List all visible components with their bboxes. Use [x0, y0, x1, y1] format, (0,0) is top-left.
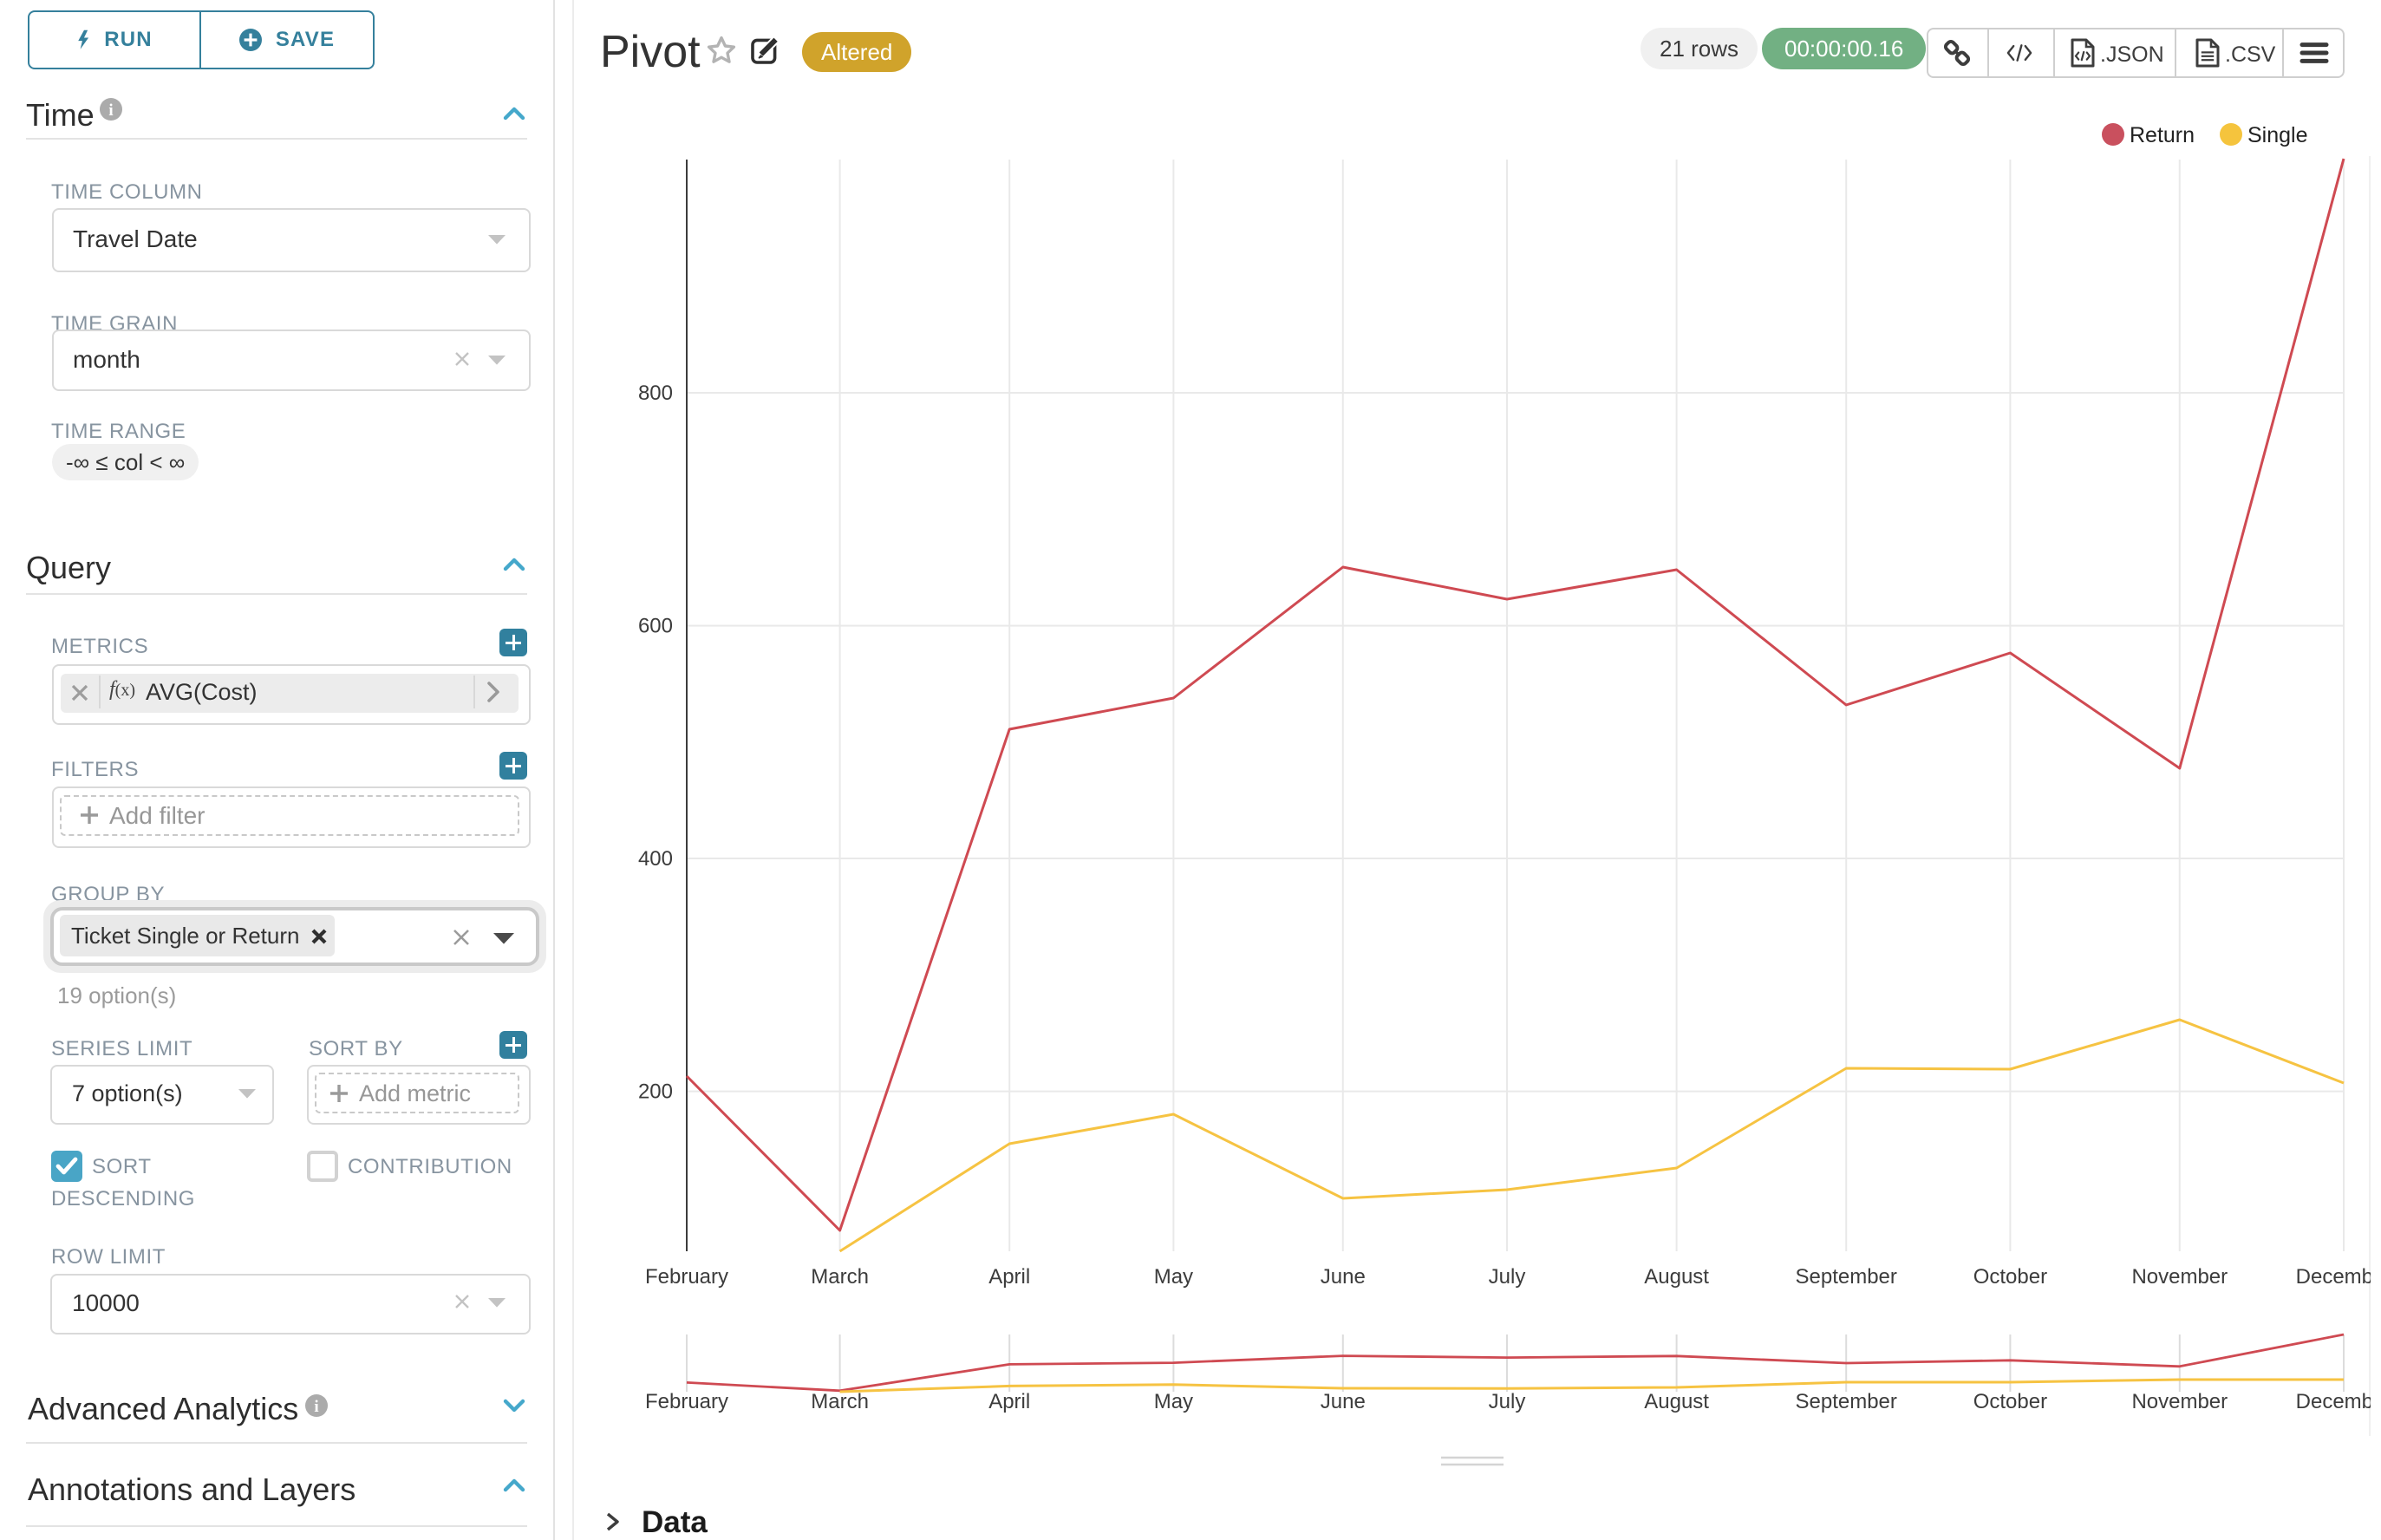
svg-text:July: July: [1489, 1390, 1526, 1413]
svg-text:February: February: [645, 1265, 728, 1289]
svg-text:August: August: [1644, 1265, 1709, 1289]
svg-text:800: 800: [638, 382, 673, 405]
svg-text:March: March: [811, 1265, 869, 1289]
svg-text:December: December: [2296, 1390, 2371, 1413]
svg-text:December: December: [2296, 1265, 2371, 1289]
svg-text:June: June: [1321, 1390, 1366, 1413]
svg-text:March: March: [811, 1390, 869, 1413]
svg-text:October: October: [1973, 1265, 2047, 1289]
svg-text:October: October: [1973, 1390, 2047, 1413]
svg-text:August: August: [1644, 1390, 1709, 1413]
svg-text:February: February: [645, 1390, 728, 1413]
svg-text:November: November: [2131, 1390, 2228, 1413]
svg-text:May: May: [1154, 1265, 1193, 1289]
svg-text:200: 200: [638, 1080, 673, 1104]
svg-text:November: November: [2131, 1265, 2228, 1289]
svg-text:April: April: [988, 1265, 1030, 1289]
svg-text:September: September: [1795, 1265, 1896, 1289]
svg-text:April: April: [988, 1390, 1030, 1413]
svg-text:July: July: [1489, 1265, 1526, 1289]
svg-text:May: May: [1154, 1390, 1193, 1413]
svg-text:June: June: [1321, 1265, 1366, 1289]
svg-text:i: i: [108, 101, 113, 120]
svg-text:400: 400: [638, 847, 673, 871]
svg-text:600: 600: [638, 615, 673, 638]
svg-text:September: September: [1795, 1390, 1896, 1413]
svg-text:i: i: [314, 1398, 318, 1416]
